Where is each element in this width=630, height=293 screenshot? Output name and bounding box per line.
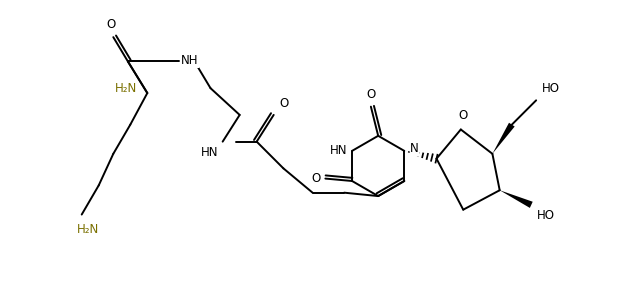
Text: H₂N: H₂N [77,223,99,236]
Text: O: O [311,172,321,185]
Text: HO: HO [537,209,555,222]
Text: O: O [280,97,289,110]
Text: O: O [106,18,115,31]
Text: NH: NH [181,54,199,67]
Text: HN: HN [329,144,347,157]
Polygon shape [500,190,533,208]
Text: O: O [366,88,375,101]
Text: HO: HO [542,82,560,96]
Text: H₂N: H₂N [115,82,137,95]
Text: N: N [410,142,419,155]
Text: O: O [459,109,468,122]
Polygon shape [493,123,515,154]
Text: HN: HN [201,146,219,159]
